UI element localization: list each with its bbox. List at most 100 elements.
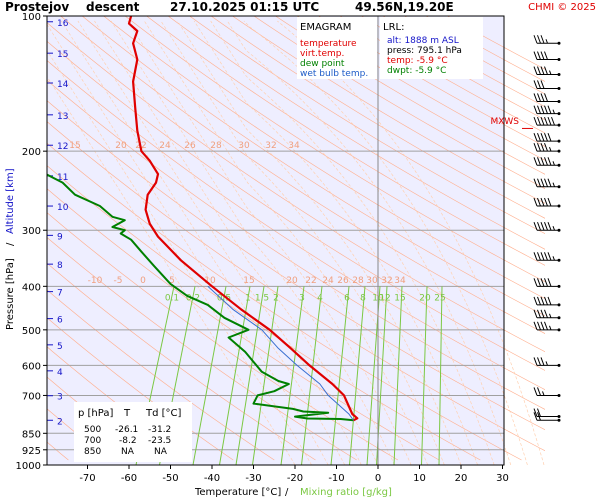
wind-barb-flag xyxy=(544,309,548,318)
wind-barb-half-flag xyxy=(549,325,552,331)
dry-adiabat-line xyxy=(47,40,545,371)
header-mode: descent xyxy=(86,0,140,14)
dry-adiabat-line xyxy=(361,16,545,121)
wind-barb-flag xyxy=(547,222,552,231)
wind-barb-flag xyxy=(537,357,541,366)
mixing-ratio-label: 3 xyxy=(299,293,305,303)
wind-barb xyxy=(533,35,561,45)
mixing-ratio-line xyxy=(301,286,323,465)
wind-barb-flag xyxy=(540,197,545,207)
dry-adiabat-line xyxy=(253,16,545,190)
altitude-label-14: 14 xyxy=(57,80,69,90)
y-axis-label-altitude: Altitude [km] xyxy=(5,168,16,234)
profile-series xyxy=(47,16,359,422)
lrl-title: LRL: xyxy=(383,22,404,33)
lrl-dwpt: dwpt: -5.9 °C xyxy=(387,66,446,76)
wind-barb-half-flag xyxy=(549,146,552,152)
x-axis-separator: / xyxy=(285,487,289,498)
moist-adiabat-line xyxy=(243,20,528,465)
moist-adiabat-label: 15 xyxy=(243,276,254,286)
wind-barb-flag xyxy=(540,252,545,261)
wind-barb-flag xyxy=(540,132,545,142)
x-tick-label: -10 xyxy=(328,473,344,484)
mixing-ratio-line xyxy=(349,286,366,465)
dry-adiabat-line xyxy=(404,16,545,95)
wind-barb-station-dot xyxy=(557,73,561,77)
mixing-ratio-label: 1.5 xyxy=(255,293,269,303)
dry-adiabat-line xyxy=(103,16,545,300)
dry-adiabat-label: 20 xyxy=(115,141,127,151)
wind-barb-flag xyxy=(537,66,541,75)
wind-barb-station-dot xyxy=(557,316,561,320)
mixing-ratio-label: 12 xyxy=(379,293,390,303)
x-tick-label: -30 xyxy=(245,473,261,484)
wind-barb xyxy=(533,357,561,367)
y-axis-label: Pressure [hPa] xyxy=(5,258,16,330)
wind-barb-half-flag xyxy=(549,70,552,75)
moist-adiabat-line xyxy=(127,20,412,465)
wind-barb-flag xyxy=(533,357,538,366)
wind-barb-flag xyxy=(540,80,545,89)
table-row-700-td: -23.5 xyxy=(148,436,171,446)
wind-barb-half-flag xyxy=(552,109,555,114)
mxws-label: MXWS xyxy=(490,117,519,127)
moist-adiabat-label: -5 xyxy=(114,276,123,286)
wind-barb xyxy=(533,157,561,167)
moist-adiabat-label: 32 xyxy=(381,276,392,286)
table-header-p: p [hPa] xyxy=(78,408,113,419)
dry-adiabat-line xyxy=(382,16,545,108)
altitude-label-11: 11 xyxy=(57,173,68,183)
table-row-850-p: 850 xyxy=(84,447,101,457)
y-tick-label: 400 xyxy=(22,282,41,293)
y-tick-label: 850 xyxy=(22,429,41,440)
table-row-500-td: -31.2 xyxy=(148,425,171,435)
wind-barb-flag xyxy=(537,252,541,261)
mixing-ratio-label: 15 xyxy=(394,293,405,303)
x-axis-label: Temperature [°C] xyxy=(194,487,281,498)
dry-adiabat-line xyxy=(296,16,545,161)
wind-barb-flag xyxy=(533,296,538,306)
moist-adiabat-line xyxy=(61,20,346,465)
lrl-press: press: 795.1 hPa xyxy=(387,46,462,56)
wind-barb-station-dot xyxy=(557,328,561,332)
legend-item-temperature: temperature xyxy=(300,39,357,49)
legend-item-dew-point: dew point xyxy=(300,59,345,69)
mixing-ratio-line xyxy=(393,286,403,465)
wind-barb-flag xyxy=(540,35,545,44)
x-tick-label: -40 xyxy=(204,473,220,484)
wind-barb-flag xyxy=(544,66,548,75)
moist-adiabat-label: 30 xyxy=(366,276,378,286)
altitude-label-16: 16 xyxy=(57,19,69,29)
wind-barb xyxy=(533,93,561,103)
moist-adiabat-line xyxy=(144,20,429,465)
altitude-label-6: 6 xyxy=(57,316,63,326)
wind-barb xyxy=(533,309,561,320)
wind-barb xyxy=(533,66,561,77)
y-tick-label: 1000 xyxy=(16,461,41,472)
wind-barb-flag xyxy=(551,116,555,126)
wind-barb xyxy=(533,321,561,332)
mixing-ratio-line xyxy=(438,286,443,465)
mixing-ratio-label: 25 xyxy=(434,293,445,303)
moist-adiabat-label: 5 xyxy=(169,276,175,286)
altitude-label-8: 8 xyxy=(57,261,63,271)
dry-adiabat-line xyxy=(47,289,275,461)
wind-barb-flag xyxy=(544,142,548,152)
wind-barb-flag xyxy=(533,278,538,287)
wind-barb-flag xyxy=(547,157,552,166)
wind-barb-station-dot xyxy=(557,41,561,45)
wind-barb-flag xyxy=(533,116,538,126)
wind-barb-flag xyxy=(540,278,545,287)
wind-barb xyxy=(533,116,561,127)
wind-barb-flag xyxy=(544,157,548,166)
header-datetime: 27.10.2025 01:15 UTC xyxy=(170,0,319,14)
mixing-ratio-label: 6 xyxy=(344,293,350,303)
y-tick-label: 700 xyxy=(22,391,41,402)
wind-barb-station-dot xyxy=(557,418,561,422)
legend-title: EMAGRAM xyxy=(300,22,351,33)
wind-barb-flag xyxy=(537,51,541,60)
wind-panel-background xyxy=(504,16,600,465)
wind-barb-flag xyxy=(537,132,541,142)
dry-adiabat-line xyxy=(47,237,357,461)
